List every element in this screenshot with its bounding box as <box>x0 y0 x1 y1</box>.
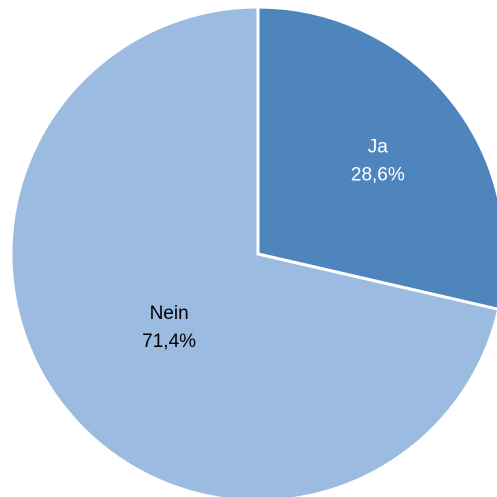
pie-slice-nein <box>9 5 497 497</box>
pie-labels: Ja 28,6% Nein 71,4% <box>142 137 405 352</box>
pie-slices <box>9 5 497 497</box>
pie-slice-ja <box>256 5 497 311</box>
slice-category-label: Ja <box>368 137 389 158</box>
slice-category-label: Nein <box>150 303 189 324</box>
slice-percent-label: 71,4% <box>142 331 196 352</box>
slice-percent-label: 28,6% <box>351 165 405 186</box>
